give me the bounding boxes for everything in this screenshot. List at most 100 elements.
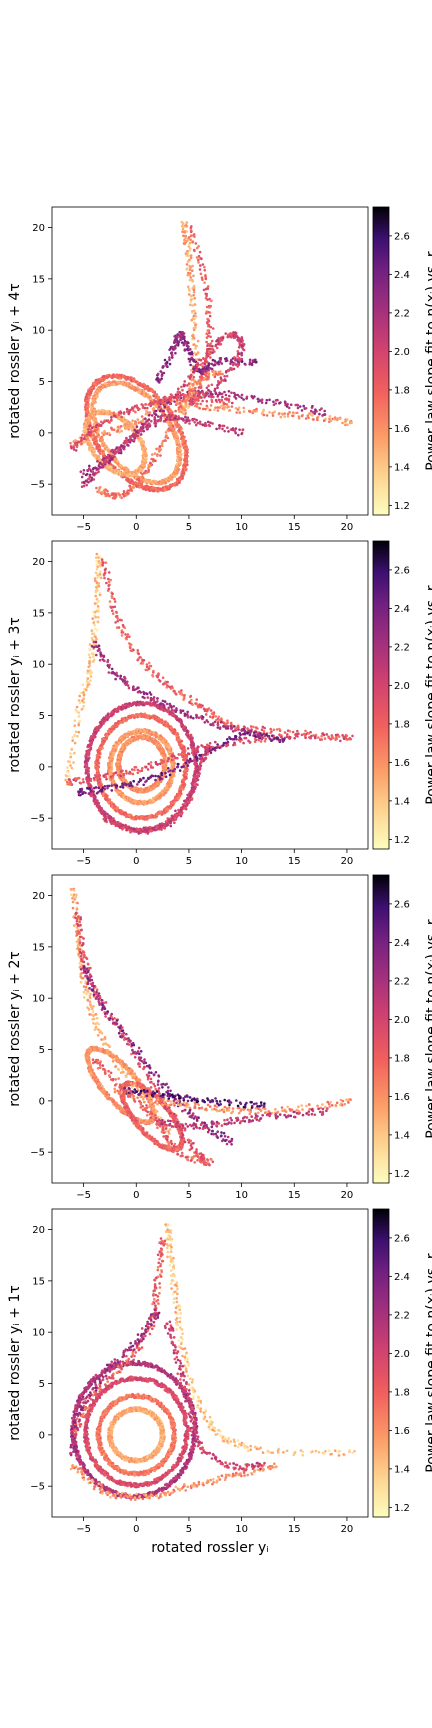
data-point <box>218 424 221 427</box>
data-point <box>108 454 112 458</box>
data-point <box>149 461 152 465</box>
data-point <box>300 409 304 412</box>
data-point <box>279 401 282 404</box>
data-point <box>202 288 206 292</box>
data-point <box>148 424 151 428</box>
data-point <box>146 406 149 410</box>
data-point <box>197 386 201 389</box>
data-point <box>234 393 237 397</box>
data-point <box>144 409 148 413</box>
data-point <box>90 426 94 430</box>
data-point <box>88 464 91 468</box>
data-point <box>229 428 233 431</box>
data-point <box>192 366 196 369</box>
data-point <box>192 375 195 379</box>
axes-frame <box>51 206 369 516</box>
data-point <box>151 453 154 456</box>
data-point <box>208 352 212 356</box>
data-point <box>97 488 101 492</box>
data-point <box>118 426 121 430</box>
data-point <box>144 422 147 426</box>
data-point <box>189 352 192 356</box>
data-point <box>229 362 232 366</box>
data-point <box>210 383 214 387</box>
data-point <box>103 811 107 815</box>
data-point <box>245 397 248 400</box>
data-point <box>199 386 203 390</box>
data-point <box>213 375 217 379</box>
data-point <box>221 336 225 340</box>
data-point <box>261 410 265 413</box>
data-point <box>190 318 193 322</box>
data-point <box>191 419 194 422</box>
data-point <box>139 433 143 436</box>
data-point <box>183 242 186 246</box>
data-point <box>207 371 210 374</box>
data-point <box>186 347 189 351</box>
data-point <box>197 389 200 393</box>
data-point <box>183 348 187 351</box>
data-point <box>198 382 202 385</box>
data-point <box>288 410 291 414</box>
data-point <box>91 432 95 436</box>
data-point <box>208 408 212 412</box>
data-point <box>137 481 141 485</box>
data-point <box>195 246 199 250</box>
data-point <box>203 359 207 363</box>
data-point <box>209 367 212 370</box>
data-point <box>192 394 195 398</box>
data-point <box>164 399 168 402</box>
data-point <box>251 396 255 400</box>
data-point <box>72 446 75 449</box>
data-point <box>203 363 207 366</box>
data-point <box>194 323 197 327</box>
data-point <box>202 407 205 411</box>
data-point <box>227 390 231 393</box>
data-point <box>90 478 93 482</box>
data-point <box>212 372 216 376</box>
data-point <box>135 484 139 488</box>
data-point <box>98 721 102 724</box>
data-point <box>181 230 184 234</box>
data-point <box>236 393 239 397</box>
data-point <box>174 415 178 418</box>
data-point <box>99 466 102 469</box>
data-point <box>120 444 123 448</box>
data-point <box>105 794 109 798</box>
data-point <box>255 407 258 411</box>
data-point <box>205 340 208 344</box>
data-point <box>234 397 238 400</box>
data-point <box>207 354 210 358</box>
data-point <box>101 421 105 425</box>
data-point <box>125 424 128 428</box>
data-point <box>211 422 214 425</box>
data-point <box>179 334 183 337</box>
data-point <box>191 387 194 391</box>
data-point <box>182 225 185 229</box>
data-point <box>174 409 177 413</box>
data-point <box>226 426 229 430</box>
data-point <box>97 470 100 474</box>
data-point <box>201 372 204 376</box>
data-point <box>240 351 243 355</box>
data-point <box>213 387 217 391</box>
data-point <box>168 356 171 359</box>
data-point <box>230 332 233 336</box>
data-point <box>70 446 73 450</box>
data-point <box>219 342 223 346</box>
data-point <box>255 409 259 413</box>
data-point <box>264 401 268 405</box>
data-point <box>215 339 218 343</box>
data-point <box>289 403 293 407</box>
data-point <box>173 400 176 403</box>
data-point <box>262 413 266 417</box>
data-point <box>192 335 195 339</box>
data-point <box>93 438 96 441</box>
data-point <box>213 359 216 363</box>
data-point <box>276 398 279 402</box>
data-point <box>154 409 158 413</box>
data-point <box>111 496 115 500</box>
data-point <box>87 428 90 431</box>
data-point <box>97 490 101 494</box>
